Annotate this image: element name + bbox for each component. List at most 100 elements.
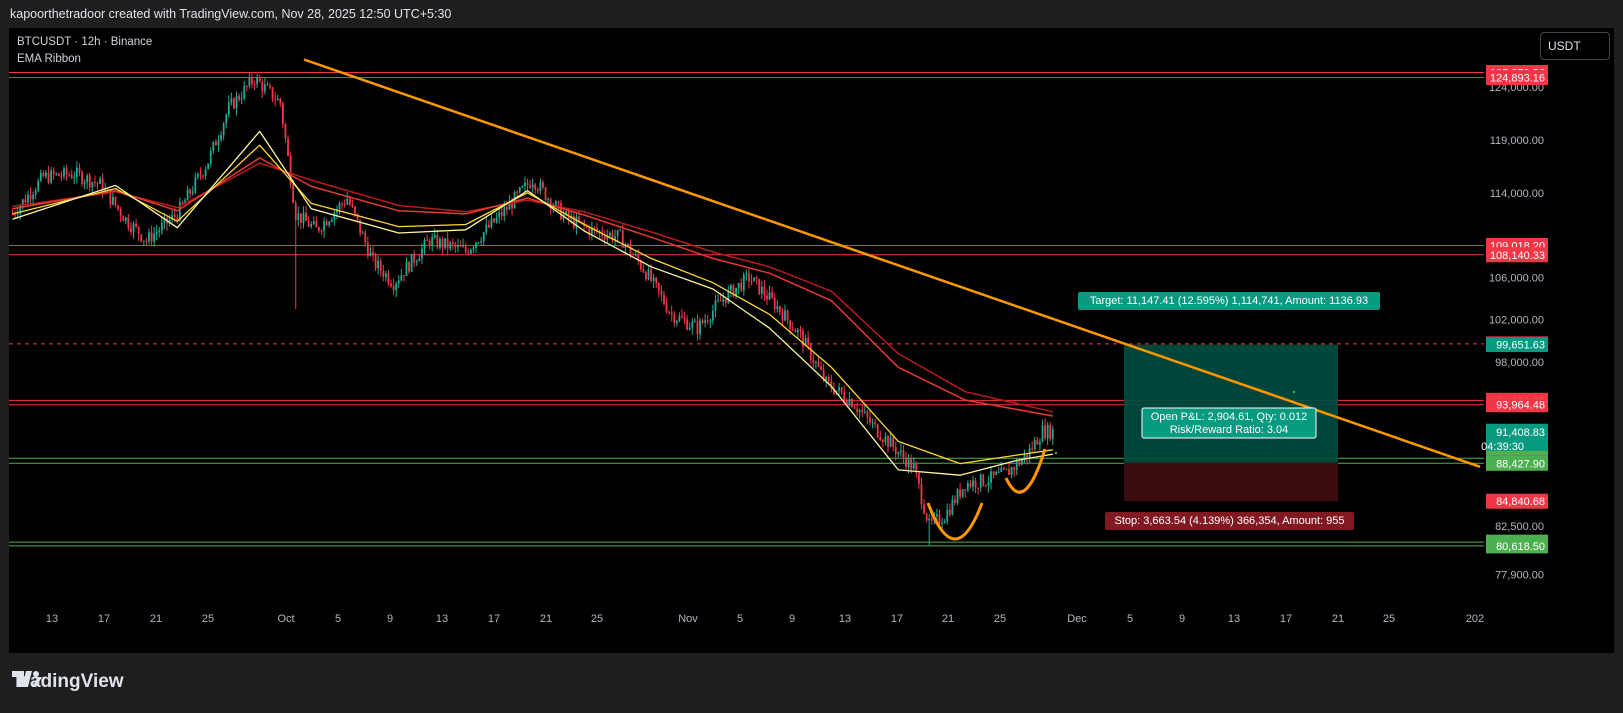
pnl-label-box[interactable] <box>1141 407 1317 439</box>
candle-body <box>477 242 480 244</box>
candle-body <box>815 362 817 364</box>
candle-body <box>938 514 941 524</box>
candle-body <box>106 188 109 190</box>
candle-body <box>472 247 475 250</box>
price-label-tag[interactable] <box>1486 337 1548 353</box>
candle-body <box>189 189 192 194</box>
candle-body <box>997 471 1000 473</box>
candle-body <box>47 172 50 183</box>
candle-body <box>281 103 284 125</box>
candle-body <box>634 254 637 256</box>
candle-body <box>753 277 755 282</box>
currency-button[interactable]: USDT <box>1540 32 1610 60</box>
candle-body <box>178 202 181 221</box>
stop-label-box[interactable] <box>1105 512 1354 530</box>
candle-body <box>459 244 462 247</box>
candle-body <box>609 232 611 236</box>
candle-body <box>1010 467 1013 475</box>
price-label-tag[interactable] <box>1486 493 1548 509</box>
x-tick-label: 21 <box>150 613 162 625</box>
candle-body <box>387 273 390 284</box>
trend-line[interactable] <box>303 58 1481 468</box>
price-label-tag[interactable] <box>1486 455 1548 471</box>
candle-body <box>439 239 441 248</box>
candle-body <box>969 483 972 487</box>
candle-body <box>194 177 197 192</box>
candle-body <box>101 178 104 193</box>
countdown-text: 04:39:30 <box>1481 441 1524 453</box>
candle-body <box>524 182 526 187</box>
target-label-box[interactable] <box>1078 292 1380 310</box>
chart-frame[interactable] <box>9 28 1614 653</box>
candle-body <box>673 314 676 324</box>
candle-body <box>263 84 266 92</box>
candle-body <box>1015 461 1018 470</box>
candle-body <box>451 242 454 245</box>
candle-body <box>328 221 331 226</box>
candle-body <box>397 280 400 284</box>
candle-body <box>554 201 557 206</box>
candle-body <box>647 269 650 280</box>
indicator-name[interactable]: EMA Ribbon <box>17 53 81 65</box>
candle-body <box>490 218 493 228</box>
candle-body <box>771 292 774 298</box>
symbol-info[interactable]: BTCUSDT · 12h · Binance <box>17 36 153 48</box>
candle-body <box>423 239 426 249</box>
candle-body <box>230 98 233 103</box>
candle-body <box>544 187 547 201</box>
candle-body <box>245 86 248 88</box>
candle-body <box>954 499 956 504</box>
candle-body <box>227 102 230 115</box>
candle-body <box>315 221 318 228</box>
price-label-tag[interactable] <box>1486 397 1548 413</box>
x-tick-label: 25 <box>994 613 1006 625</box>
candle-body <box>763 286 766 296</box>
candle-body <box>73 177 76 179</box>
x-tick-label: 17 <box>1280 613 1292 625</box>
candle-body <box>45 172 47 177</box>
candle-body <box>238 95 240 100</box>
candle-body <box>840 387 843 393</box>
candle-body <box>946 509 949 522</box>
price-label-tag[interactable] <box>1486 538 1548 554</box>
ema-mid-line <box>12 144 1053 465</box>
candle-body <box>16 214 19 216</box>
candle-body <box>495 217 498 223</box>
candle-body <box>603 235 606 240</box>
candle-body <box>19 206 22 215</box>
candle-body <box>1008 468 1010 475</box>
candle-body <box>418 258 421 262</box>
bottom-arc-left[interactable] <box>926 502 984 541</box>
candle-body <box>657 282 660 291</box>
candle-body <box>786 310 789 321</box>
target-zone[interactable] <box>1124 344 1338 463</box>
candle-body <box>799 329 802 332</box>
tradingview-logo[interactable]: TradingView <box>12 671 124 693</box>
x-tick-label: 9 <box>1179 613 1185 625</box>
candle-body <box>99 178 101 184</box>
price-label-text: 93,964.48 <box>1496 400 1545 412</box>
candle-body <box>240 98 243 100</box>
x-tick-label: 9 <box>387 613 393 625</box>
candle-body <box>781 312 784 321</box>
price-label-tag[interactable] <box>1486 70 1548 86</box>
candle-body <box>578 216 580 222</box>
price-label-tag[interactable] <box>1486 423 1548 454</box>
candle-body <box>413 254 416 263</box>
logo-text: TradingView <box>12 671 124 692</box>
candle-body <box>518 187 521 193</box>
candle-body <box>158 230 161 233</box>
candle-body <box>14 214 16 216</box>
candle-body <box>467 251 470 254</box>
candle-body <box>974 480 977 488</box>
candle-body <box>807 337 810 345</box>
candle-body <box>905 457 907 468</box>
candle-body <box>928 518 931 521</box>
candle-body <box>55 173 58 175</box>
stop-zone[interactable] <box>1124 462 1338 502</box>
price-label-tag[interactable] <box>1486 247 1548 263</box>
candle-body <box>117 205 119 209</box>
bottom-arc-right[interactable] <box>1004 448 1047 494</box>
candle-body <box>992 471 995 475</box>
